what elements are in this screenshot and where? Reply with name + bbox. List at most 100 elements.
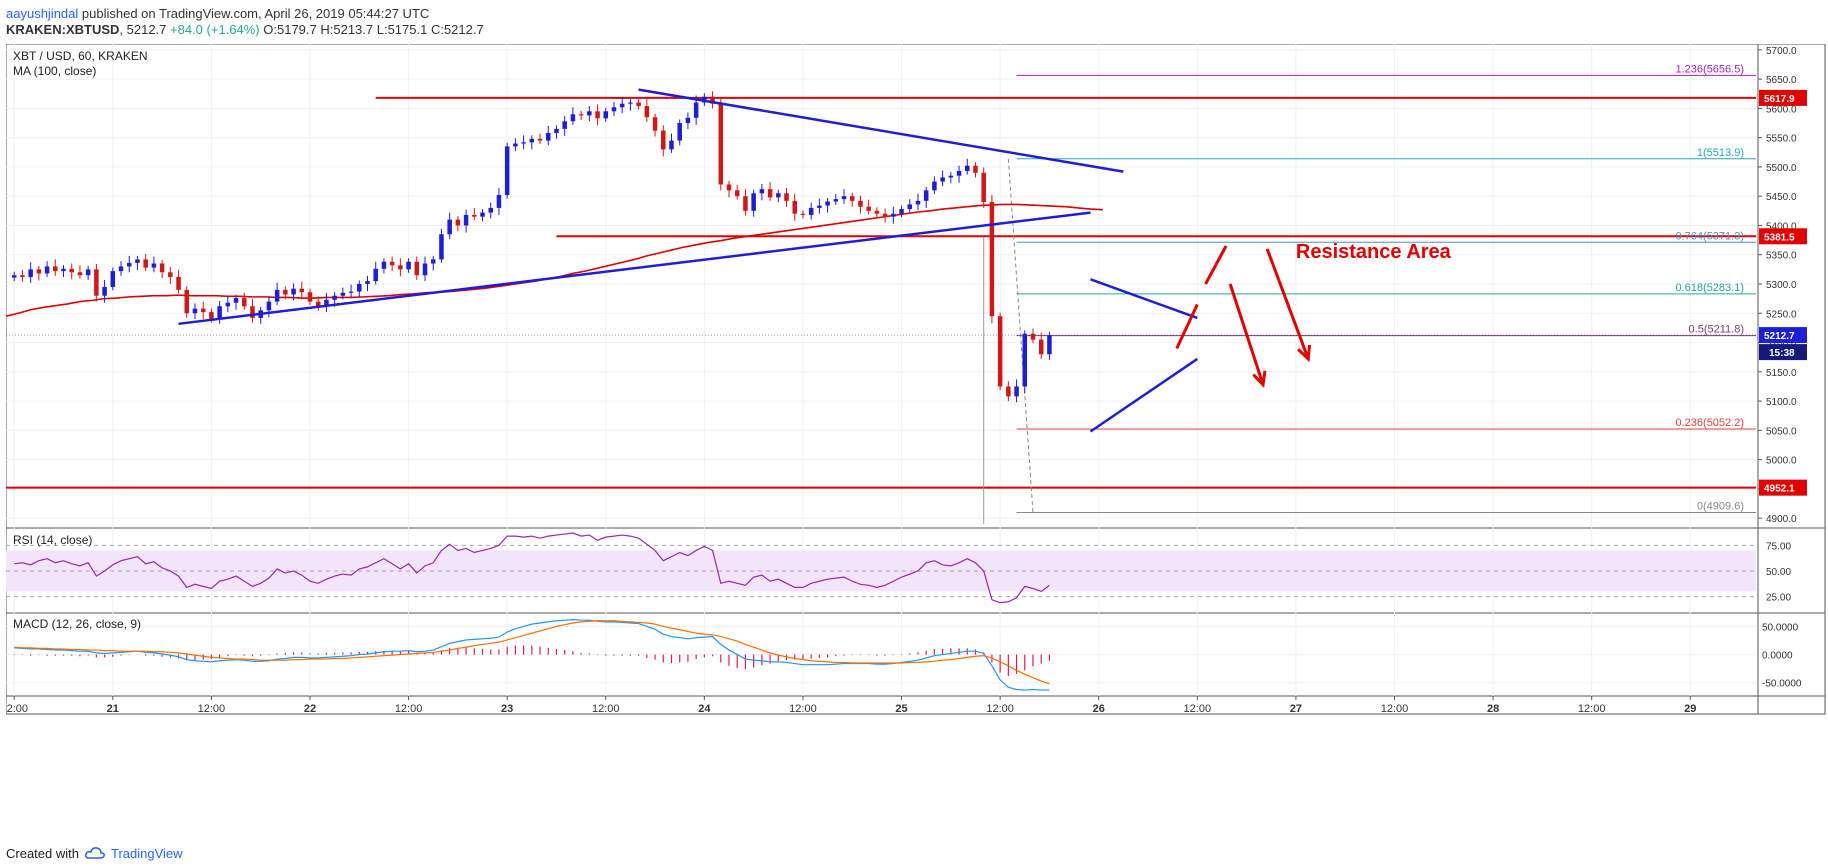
x-tick-label: 12:00	[198, 703, 226, 715]
last-price-tag	[1759, 327, 1807, 344]
level-price-tag	[1759, 228, 1807, 245]
publish-text: published on TradingView.com, April 26, …	[81, 6, 430, 21]
candle-body	[833, 199, 839, 202]
x-tick-label: 12:00	[592, 703, 620, 715]
trendline-flag-upper	[1090, 278, 1198, 320]
candle-body	[365, 281, 370, 284]
rsi-tick-label: 75.00	[1766, 541, 1791, 552]
candle-body	[595, 111, 600, 119]
candle-body	[513, 143, 518, 147]
candle-body	[1030, 333, 1036, 340]
y-tick-label: 5550.0	[1766, 134, 1797, 145]
candle-body	[973, 165, 978, 173]
candle-body	[808, 207, 814, 215]
candle-body	[242, 298, 247, 307]
macd-tick-label: 0.0000	[1762, 651, 1793, 662]
candle-body	[636, 102, 641, 107]
projection-arrow-down-1-head	[1252, 370, 1267, 388]
ma-indicator-label: MA (100, close)	[13, 64, 96, 78]
candle-body	[611, 107, 617, 112]
x-tick-label: 12:00	[1381, 703, 1409, 715]
last-price-label: 5212.7	[1764, 331, 1795, 342]
candle-body	[989, 202, 995, 317]
rsi-tick-label: 50.00	[1766, 567, 1791, 578]
candle-body	[266, 301, 272, 311]
candle-body	[381, 261, 387, 269]
fib-level-label: 1(5513.9)	[1697, 147, 1744, 159]
level-price-label: 4952.1	[1764, 484, 1795, 495]
y-tick-label: 5350.0	[1766, 251, 1797, 262]
candle-body	[504, 146, 510, 196]
fib-level-label: 0.618(5283.1)	[1676, 282, 1745, 294]
last-price-text: 5212.7	[126, 22, 167, 37]
candle-body	[529, 138, 535, 143]
candle-body	[332, 295, 337, 300]
macd-signal-line	[14, 620, 1050, 685]
fib-level-label: 0.236(5052.2)	[1676, 417, 1745, 429]
fib-level-label: 0.5(5211.8)	[1689, 324, 1744, 336]
chart-frame[interactable]: 12:00 21 12:00 22 12:00 23 12:00 24 12:00 25 12:00…	[0, 43, 1826, 836]
y-tick-label: 5700.0	[1766, 46, 1797, 57]
trendline-falling-resistance	[638, 88, 1124, 173]
candle-body	[159, 263, 165, 273]
candle-body	[743, 196, 748, 211]
candle-body	[776, 193, 781, 198]
rsi-label: RSI (14, close)	[13, 533, 92, 547]
candle-body	[406, 261, 411, 270]
candle-body	[644, 106, 650, 118]
level-price-tag	[1759, 479, 1807, 496]
candle-body	[233, 298, 239, 303]
x-tick-label: 28	[1487, 703, 1499, 715]
author-link[interactable]: aayushjindal	[6, 6, 79, 21]
candle-body	[603, 111, 609, 119]
candle-body	[480, 212, 485, 217]
candle-body	[669, 140, 674, 150]
candle-body	[463, 214, 469, 226]
candle-body	[817, 205, 822, 208]
macd-tick-label: -50.0000	[1762, 679, 1802, 690]
candle-body	[455, 219, 461, 226]
candle-body	[825, 201, 830, 206]
candle-body	[274, 289, 280, 302]
candle-body	[800, 213, 806, 215]
x-tick-label: 26	[1093, 703, 1105, 715]
level-price-label: 5381.5	[1764, 232, 1795, 243]
projection-arrow-down-1	[1228, 283, 1265, 386]
candle-body	[751, 193, 756, 211]
trendline-flag-lower	[1089, 357, 1199, 433]
ohlc-text: O:5179.7 H:5213.7 L:5175.1 C:5212.7	[263, 22, 484, 37]
y-tick-label: 5250.0	[1766, 309, 1797, 320]
candle-body	[915, 200, 921, 205]
tradingview-logo-text[interactable]: TradingView	[110, 845, 183, 861]
candle-body	[307, 292, 313, 302]
candle-body	[192, 308, 198, 314]
candle-body	[923, 190, 929, 201]
candle-body	[209, 312, 214, 320]
candle-body	[891, 213, 896, 217]
trendline-rising-support	[178, 211, 1091, 326]
candle-body	[734, 190, 740, 197]
projection-up-1	[1175, 303, 1199, 350]
chart-svg[interactable]: 12:00 21 12:00 22 12:00 23 12:00 24 12:00 25 12:00…	[0, 43, 1826, 836]
candle-body	[102, 286, 107, 296]
resistance-area-label: Resistance Area	[1296, 241, 1452, 263]
chart-title: XBT / USD, 60, KRAKEN	[13, 49, 148, 63]
macd-tick-label: 50.0000	[1762, 622, 1799, 633]
y-tick-label: 5050.0	[1766, 426, 1797, 437]
rsi-tick-label: 25.00	[1766, 593, 1791, 604]
candle-body	[661, 130, 666, 150]
candle-body	[841, 196, 847, 200]
candle-body	[53, 266, 58, 272]
y-tick-label: 5500.0	[1766, 163, 1797, 174]
y-tick-label: 5100.0	[1766, 397, 1797, 408]
candle-body	[685, 117, 691, 124]
y-tick-label: 4900.0	[1766, 514, 1797, 525]
candle-body	[151, 263, 157, 268]
candle-body	[85, 269, 91, 276]
candle-body	[283, 289, 288, 295]
change-text: +84.0 (+1.64%)	[170, 22, 260, 37]
candle-body	[348, 291, 354, 293]
candle-body	[677, 123, 682, 141]
x-tick-label: 25	[895, 703, 907, 715]
candle-body	[496, 195, 502, 208]
